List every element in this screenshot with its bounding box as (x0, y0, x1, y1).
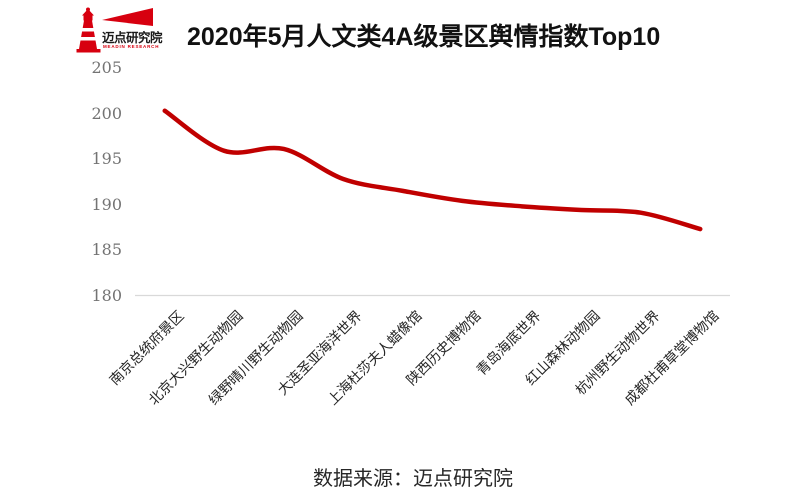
y-tick-label: 180 (91, 285, 122, 305)
chart-title: 2020年5月人文类4A级景区舆情指数Top10 (187, 23, 661, 51)
y-tick-label: 205 (91, 58, 122, 77)
trend-line (162, 108, 703, 232)
lighthouse-icon (76, 7, 153, 53)
y-tick-label: 195 (91, 149, 122, 168)
y-tick-label: 185 (91, 240, 122, 259)
logo-name: 迈点研究院 (102, 31, 163, 45)
y-tick-label: 190 (91, 194, 122, 214)
y-tick-label: 200 (91, 103, 122, 123)
data-source: 数据来源：迈点研究院 (313, 468, 513, 490)
meadin-logo: 迈点研究院 MEADIN RESEARCH (75, 5, 175, 59)
logo-tagline: MEADIN RESEARCH (103, 44, 160, 49)
